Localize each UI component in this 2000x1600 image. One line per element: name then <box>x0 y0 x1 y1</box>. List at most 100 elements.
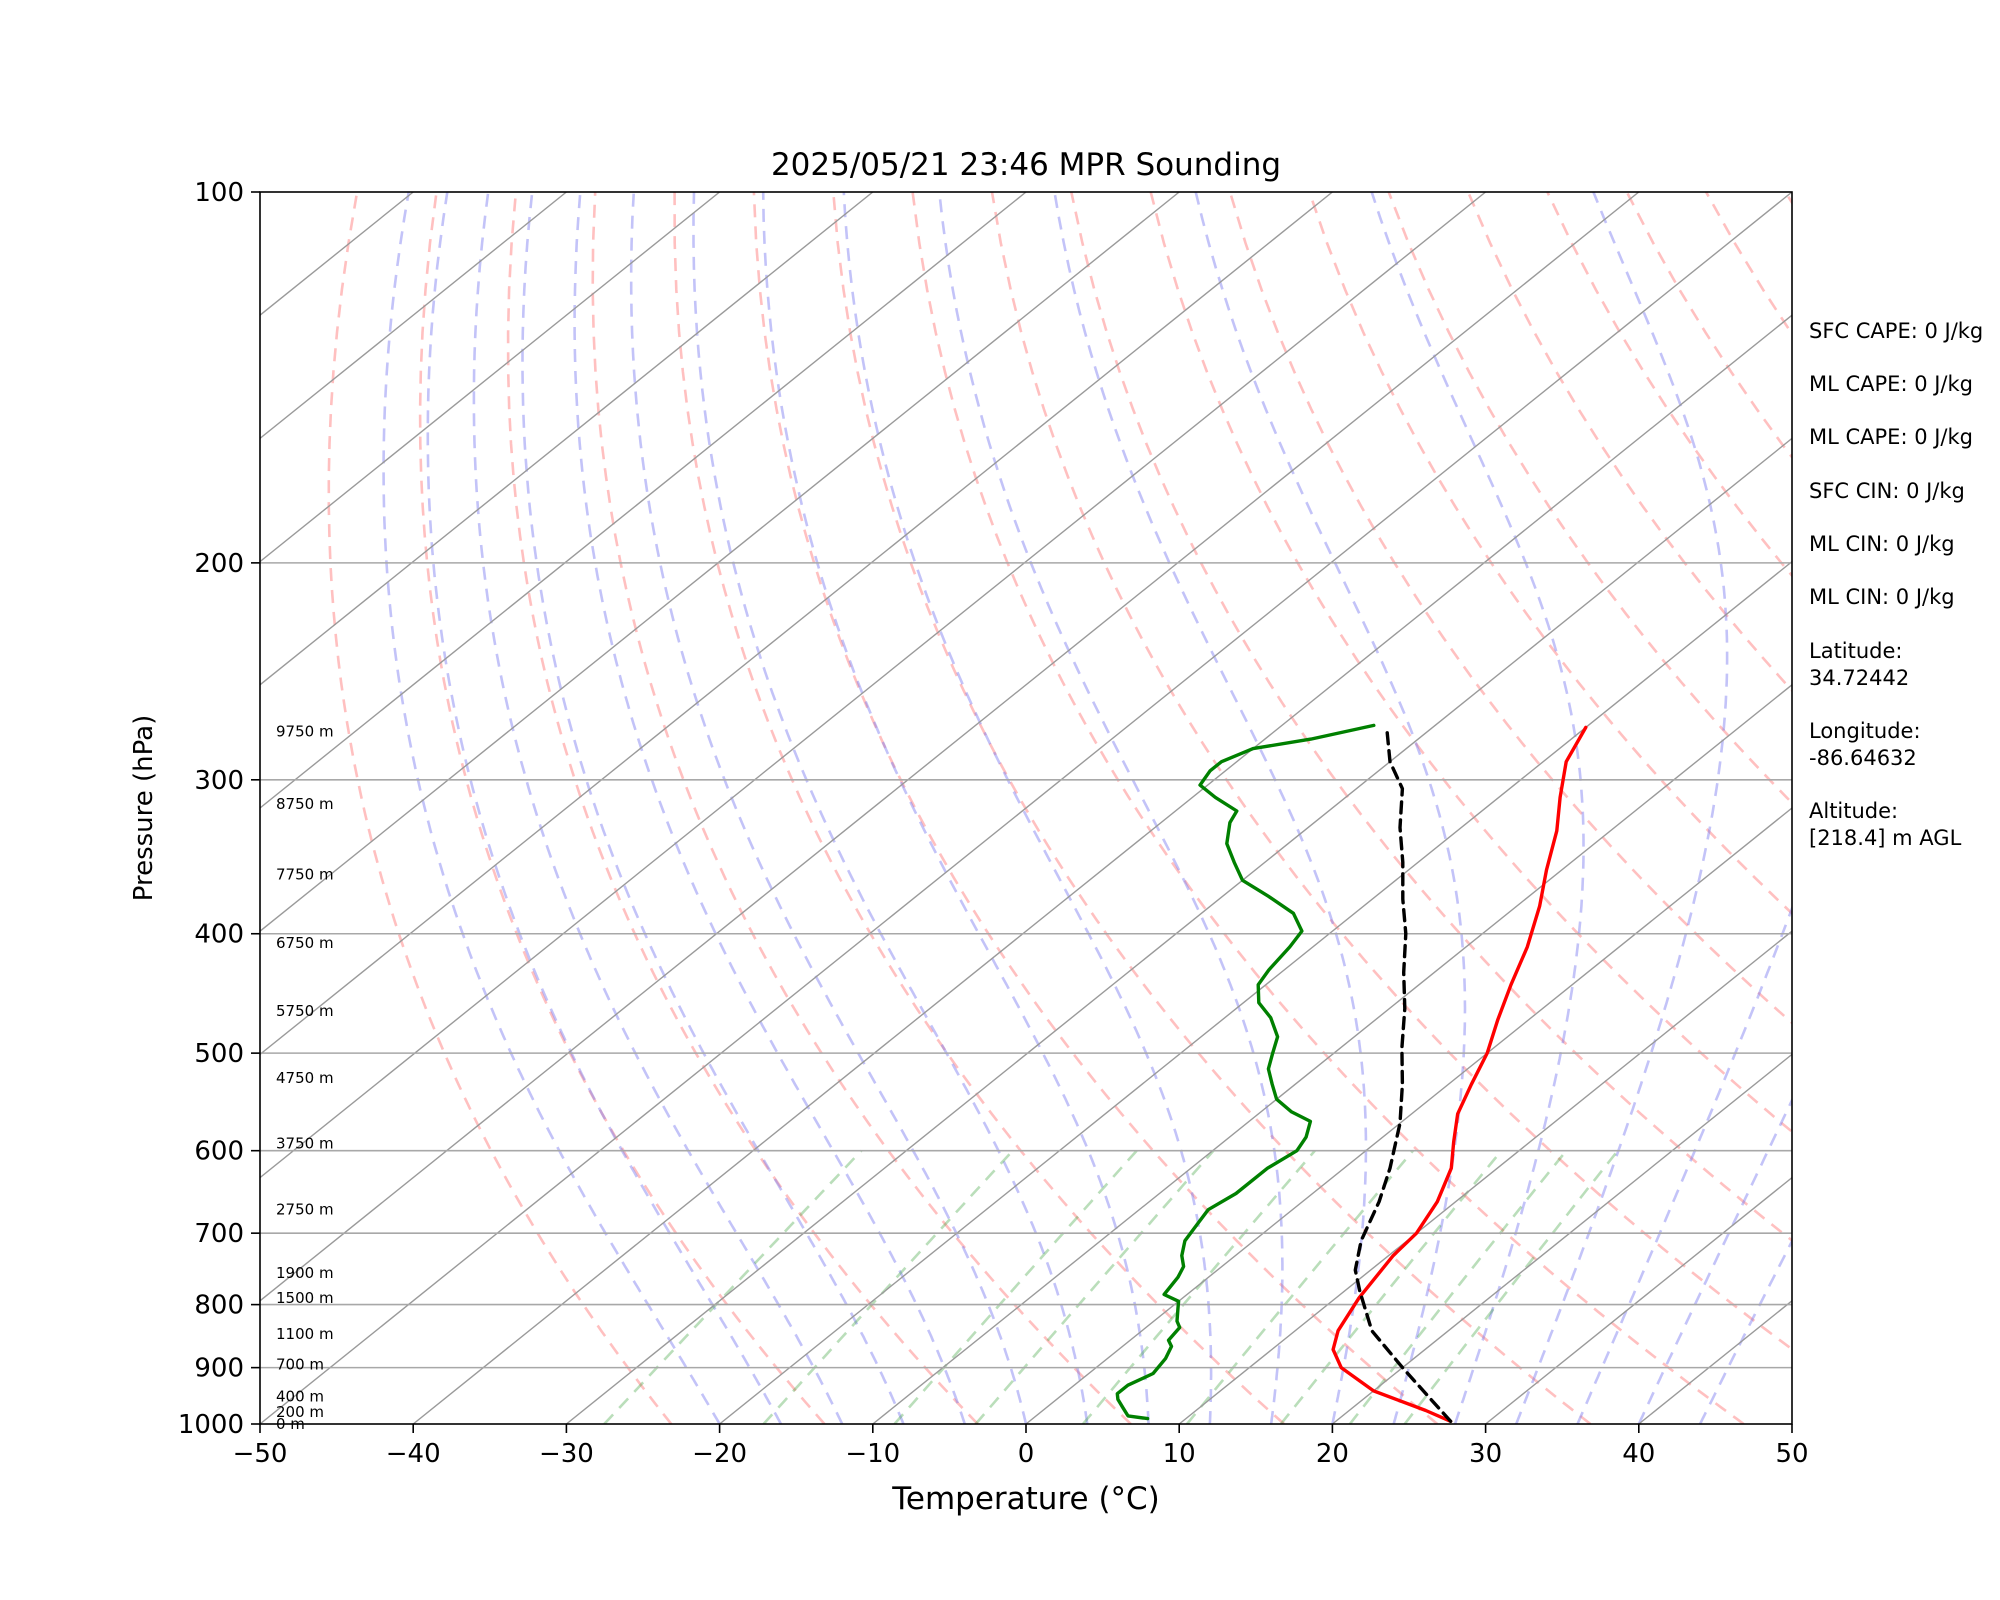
y-tick-label: 600 <box>194 1137 244 1167</box>
mixing-ratio-line <box>893 1149 1138 1424</box>
isotherm-line <box>1178 930 1792 1424</box>
dry-adiabat-line <box>1149 192 1792 1134</box>
y-tick-label: 800 <box>194 1291 244 1321</box>
moist-adiabat-line <box>382 192 721 1424</box>
x-tick-label: −30 <box>539 1439 594 1469</box>
x-tick-label: 10 <box>1163 1439 1196 1469</box>
moist-adiabat-line <box>1576 904 1792 1424</box>
isotherm-line <box>260 192 1792 1424</box>
mixing-ratio-line <box>1403 1149 1619 1424</box>
height-label: 200 m <box>276 1403 324 1421</box>
mixing-ratio-line <box>974 1149 1215 1424</box>
x-tick-label: 30 <box>1469 1439 1502 1469</box>
y-tick-label: 200 <box>194 549 244 579</box>
isotherm-line <box>1025 807 1792 1424</box>
chart-title: 2025/05/21 23:46 MPR Sounding <box>771 147 1281 183</box>
altitude-value: [218.4] m AGL <box>1809 826 1962 850</box>
y-axis-label: Pressure (hPa) <box>129 715 159 902</box>
dry-adiabat-line <box>1466 192 1792 693</box>
x-axis: −50 −40 −30 −20 −10 0 10 20 30 40 50 <box>233 1424 1809 1469</box>
isotherm-line <box>260 192 1333 1056</box>
dry-adiabat-line <box>418 192 826 1424</box>
y-tick-label: 300 <box>194 766 244 796</box>
moist-adiabat-line <box>692 192 1089 1424</box>
x-axis-label: Temperature (°C) <box>891 1481 1160 1517</box>
y-axis: 100 200 300 400 500 600 700 800 900 1000 <box>178 178 260 1440</box>
height-label: 1500 m <box>276 1289 334 1307</box>
x-tick-label: 0 <box>1018 1439 1035 1469</box>
moist-adiabat-line <box>842 192 1213 1424</box>
dry-adiabat-line <box>327 192 673 1424</box>
y-tick-label: 700 <box>194 1219 244 1249</box>
isotherm-line <box>719 560 1792 1424</box>
dry-adiabat-line <box>1070 192 1792 1243</box>
height-labels: 9750 m 8750 m 7750 m 6750 m 5750 m 4750 m 3750… <box>276 722 334 1433</box>
dry-adiabat-line <box>832 192 1592 1424</box>
isotherm-line <box>260 192 1487 1179</box>
altitude-label: Altitude: <box>1809 799 1899 823</box>
y-tick-label: 100 <box>194 178 244 208</box>
sfc-cape-text: SFC CAPE: 0 J/kg <box>1809 319 1984 343</box>
height-label: 2750 m <box>276 1201 334 1219</box>
dry-adiabat-line <box>990 192 1792 1351</box>
moist-adiabat-line <box>472 192 844 1424</box>
x-tick-label: 50 <box>1775 1439 1808 1469</box>
moist-adiabat-line <box>1698 1238 1792 1424</box>
moist-adiabat-line <box>1637 1097 1792 1424</box>
height-label: 9750 m <box>276 722 334 740</box>
moist-adiabat-line <box>1053 192 1368 1424</box>
latitude-label: Latitude: <box>1809 639 1903 663</box>
moist-adiabat-line <box>1370 192 1585 1424</box>
height-label: 8750 m <box>276 795 334 813</box>
isotherm-line <box>1485 1176 1792 1424</box>
height-label: 0 m <box>276 1415 305 1433</box>
isotherm-line <box>260 192 721 563</box>
dry-adiabat-line <box>673 192 1285 1424</box>
isotherm-line <box>565 437 1792 1424</box>
height-label: 3750 m <box>276 1135 334 1153</box>
y-tick-label: 1000 <box>178 1410 244 1440</box>
moist-adiabat-line <box>938 192 1284 1424</box>
x-tick-label: −10 <box>845 1439 900 1469</box>
height-label: 7750 m <box>276 865 334 883</box>
mixing-ratio-line <box>1185 1149 1414 1424</box>
y-tick-label: 400 <box>194 920 244 950</box>
background-lines <box>260 192 1792 1424</box>
height-label: 6750 m <box>276 934 334 952</box>
sfc-cin-text: SFC CIN: 0 J/kg <box>1809 479 1965 503</box>
ml-cin-text: ML CIN: 0 J/kg <box>1809 532 1955 556</box>
moist-adiabat-line <box>1514 192 1729 1424</box>
isotherm-line <box>260 192 567 440</box>
dry-adiabat-line <box>1387 192 1792 805</box>
moist-adiabat-line <box>629 192 1028 1424</box>
x-tick-label: 40 <box>1622 1439 1655 1469</box>
moist-adiabat-line <box>426 192 783 1424</box>
height-label: 1900 m <box>276 1264 334 1282</box>
isotherm-line <box>260 192 874 686</box>
isotherm-line <box>1331 1053 1792 1424</box>
height-label: 400 m <box>276 1388 324 1406</box>
mixing-ratio-line <box>1279 1149 1503 1424</box>
x-tick-label: −20 <box>692 1439 747 1469</box>
ml-cape-text-2: ML CAPE: 0 J/kg <box>1809 425 1974 449</box>
dry-adiabat-line <box>911 192 1745 1424</box>
dewpoint-profile-line <box>1115 723 1376 1421</box>
x-tick-label: −40 <box>386 1439 441 1469</box>
isotherm-line <box>260 192 1027 809</box>
moist-adiabat-line <box>1194 192 1467 1424</box>
height-label: 5750 m <box>276 1002 334 1020</box>
isotherm-line <box>260 192 1640 1302</box>
y-tick-label: 900 <box>194 1354 244 1384</box>
dry-adiabat-line <box>506 192 979 1424</box>
x-tick-label: 20 <box>1316 1439 1349 1469</box>
temperature-profile-line <box>1331 725 1588 1423</box>
dry-adiabat-line <box>1308 192 1792 916</box>
dry-adiabat-line <box>591 192 1132 1424</box>
latitude-value: 34.72442 <box>1809 666 1910 690</box>
height-label: 700 m <box>276 1356 324 1374</box>
y-tick-label: 500 <box>194 1039 244 1069</box>
height-label: 4750 m <box>276 1069 334 1087</box>
sounding-profiles <box>1115 723 1588 1423</box>
ml-cin-text-2: ML CIN: 0 J/kg <box>1809 585 1955 609</box>
